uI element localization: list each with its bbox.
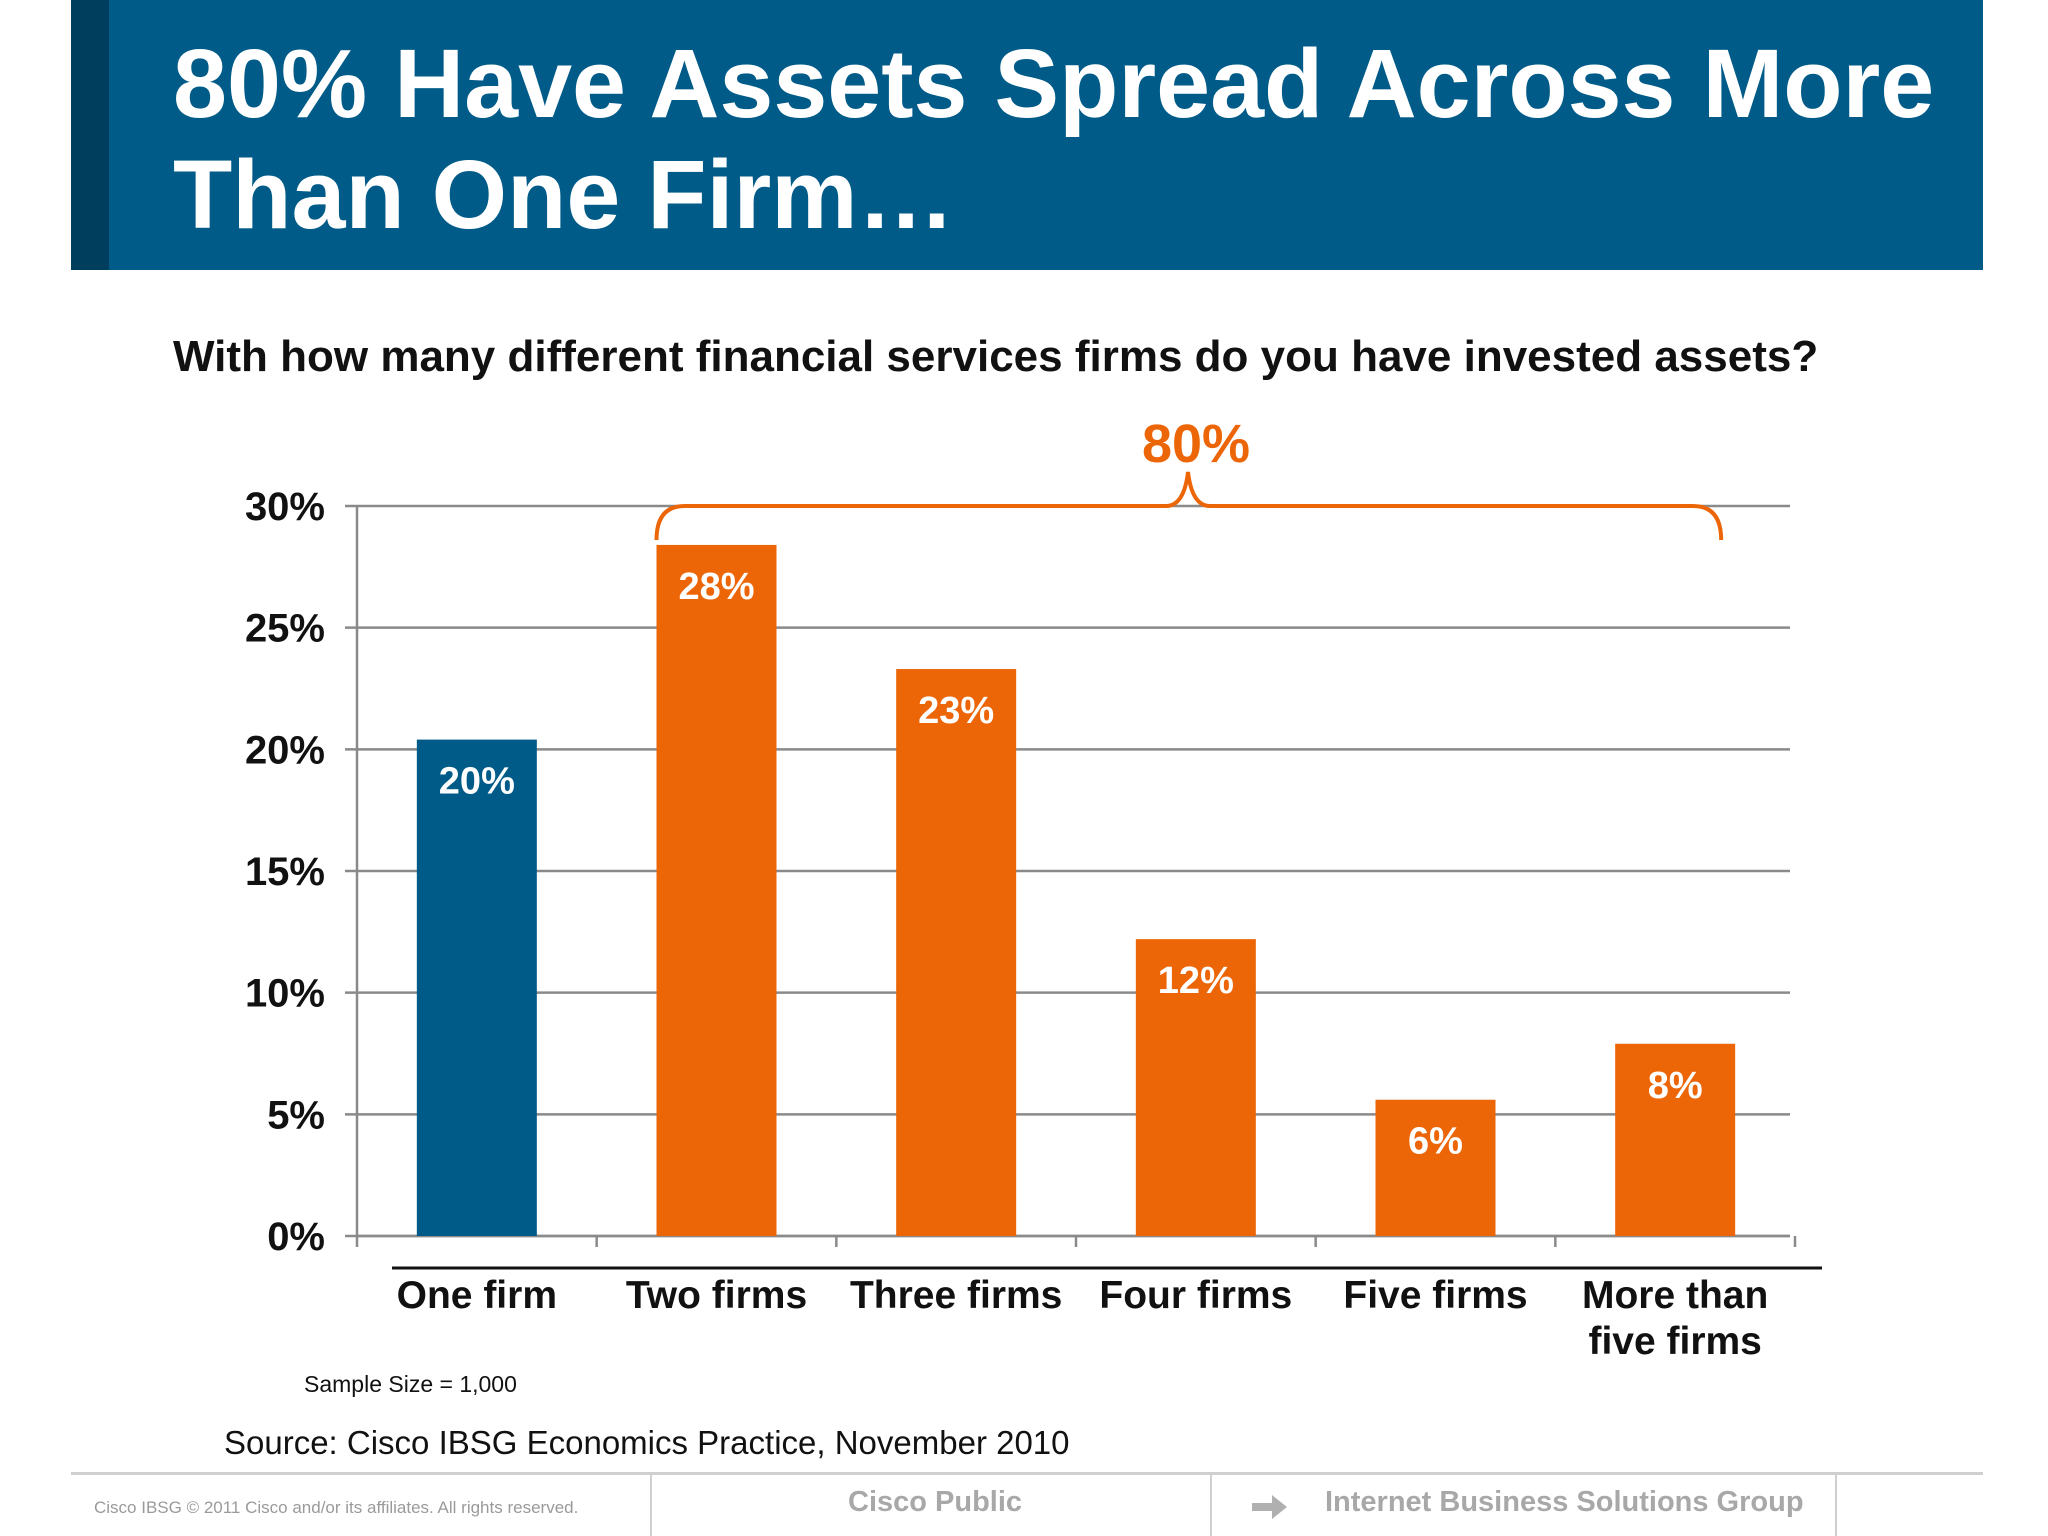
y-tick-label: 0%	[267, 1215, 325, 1259]
source-note: Source: Cisco IBSG Economics Practice, N…	[224, 1424, 1070, 1461]
bar	[656, 544, 777, 1236]
bar	[1615, 1043, 1736, 1236]
y-tick-label: 30%	[245, 485, 325, 529]
x-category-label: More than	[1582, 1274, 1768, 1317]
bar-value-label: 20%	[439, 761, 515, 803]
x-category-label: five firms	[1588, 1320, 1761, 1363]
bar-value-label: 28%	[678, 566, 754, 608]
y-tick-labels: 0% 5% 10% 15% 20% 25% 30%	[245, 485, 325, 1259]
gridlines	[345, 504, 1790, 1238]
footer-divider	[1835, 1475, 1837, 1536]
axes	[355, 506, 1822, 1270]
sample-size-note: Sample Size = 1,000	[304, 1371, 517, 1397]
bar	[1135, 939, 1256, 1236]
title-accent-stripe	[71, 0, 109, 270]
footer-rule	[71, 1472, 1983, 1475]
bar-value-label: 23%	[918, 690, 994, 732]
y-tick-label: 15%	[245, 850, 325, 894]
bar	[416, 739, 537, 1236]
y-tick-label: 20%	[245, 728, 325, 772]
x-category-label: Two firms	[626, 1274, 807, 1317]
y-tick-label: 10%	[245, 972, 325, 1016]
title-banner	[71, 0, 1983, 270]
chart-question: With how many different financial servic…	[173, 332, 1819, 381]
copyright-text: Cisco IBSG © 2011 Cisco and/or its affil…	[94, 1498, 579, 1517]
bar-value-label: 8%	[1648, 1065, 1703, 1107]
bar	[896, 669, 1017, 1236]
bar-value-label: 12%	[1158, 960, 1234, 1002]
footer-divider	[650, 1475, 652, 1536]
bar-value-label: 6%	[1408, 1121, 1463, 1163]
x-category-label: Five firms	[1343, 1274, 1527, 1317]
bracket-shape	[654, 471, 1724, 541]
y-tick-label: 25%	[245, 607, 325, 651]
bars: 20% 28% 23% 12% 6% 8%	[416, 544, 1736, 1236]
x-category-label: One firm	[397, 1274, 557, 1317]
footer-divider	[1210, 1475, 1212, 1536]
group-name: Internet Business Solutions Group	[1325, 1486, 1804, 1518]
x-category-label: Three firms	[850, 1274, 1062, 1317]
bar	[1375, 1099, 1496, 1236]
arrow-right-icon	[1252, 1495, 1287, 1519]
bracket-annotation: 80%	[654, 414, 1724, 541]
bar-chart: 20% 28% 23% 12% 6% 8% 0% 5% 10% 15% 20% 25% 30% One…	[245, 414, 1822, 1363]
x-category-label: Four firms	[1099, 1274, 1292, 1317]
slide-title: 80% Have Assets Spread Across More Than …	[173, 29, 1935, 249]
x-category-labels: One firm Two firms Three firms Four firms Fi…	[397, 1274, 1769, 1363]
bracket-total-label: 80%	[1142, 414, 1250, 474]
classification-label: Cisco Public	[848, 1486, 1023, 1518]
y-tick-label: 5%	[267, 1093, 325, 1137]
